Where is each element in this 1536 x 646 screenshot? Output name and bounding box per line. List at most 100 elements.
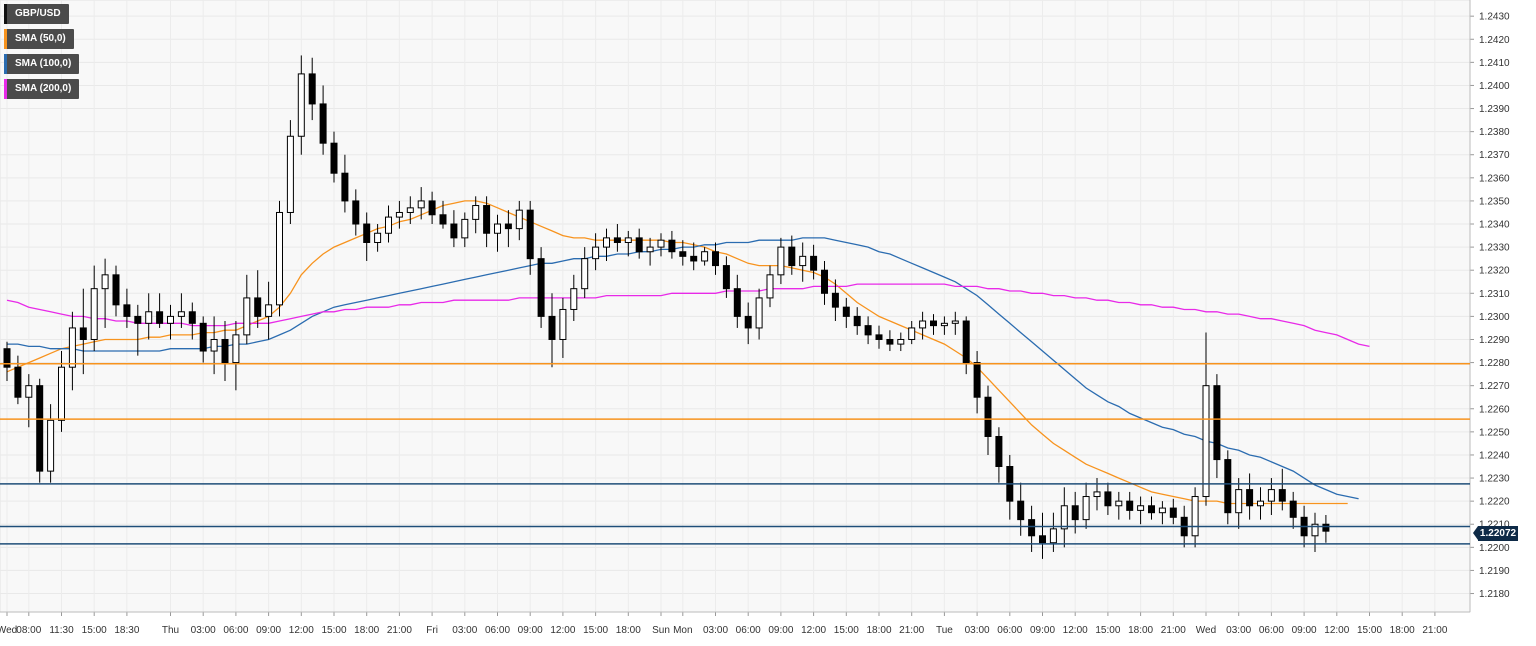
candle[interactable]	[461, 212, 469, 248]
candle[interactable]	[428, 191, 436, 225]
candle[interactable]	[265, 281, 273, 340]
candle[interactable]	[156, 293, 164, 328]
candle[interactable]	[68, 311, 76, 391]
candle[interactable]	[297, 55, 305, 155]
candle[interactable]	[919, 311, 927, 340]
candle[interactable]	[897, 332, 905, 352]
candle[interactable]	[1246, 473, 1254, 520]
candle[interactable]	[864, 316, 872, 345]
candle[interactable]	[58, 351, 65, 432]
candle[interactable]	[603, 228, 610, 261]
candle[interactable]	[221, 321, 229, 382]
candle[interactable]	[1235, 478, 1243, 529]
candle[interactable]	[1104, 482, 1112, 516]
candle[interactable]	[635, 228, 643, 259]
candle[interactable]	[1169, 498, 1177, 525]
candle[interactable]	[853, 307, 861, 335]
candle[interactable]	[1158, 501, 1166, 525]
legend-item-sma-100[interactable]: SMA (100,0)	[4, 54, 80, 74]
candle[interactable]	[908, 321, 916, 345]
candle[interactable]	[940, 316, 948, 335]
candle[interactable]	[167, 304, 174, 340]
candle[interactable]	[821, 260, 828, 305]
candle[interactable]	[624, 230, 632, 257]
candle[interactable]	[79, 288, 87, 375]
candle[interactable]	[799, 242, 807, 282]
candle[interactable]	[101, 258, 109, 328]
candle[interactable]	[47, 404, 55, 483]
candle[interactable]	[755, 288, 763, 340]
candle[interactable]	[243, 274, 251, 345]
candle[interactable]	[417, 187, 425, 220]
candle[interactable]	[701, 247, 709, 266]
candle[interactable]	[352, 189, 360, 236]
candle[interactable]	[494, 214, 501, 252]
candle[interactable]	[1039, 512, 1046, 559]
candle[interactable]	[177, 293, 185, 328]
candle[interactable]	[1115, 491, 1123, 520]
candle[interactable]	[406, 196, 414, 225]
candle[interactable]	[145, 293, 153, 340]
candle[interactable]	[570, 274, 578, 322]
candle[interactable]	[548, 293, 556, 368]
candle[interactable]	[875, 325, 883, 349]
candle[interactable]	[1257, 487, 1264, 520]
candle[interactable]	[1311, 512, 1319, 552]
candle[interactable]	[1322, 515, 1330, 543]
candle[interactable]	[1049, 512, 1057, 552]
candle[interactable]	[123, 288, 131, 328]
candle[interactable]	[450, 210, 458, 248]
candle[interactable]	[232, 321, 240, 391]
candle[interactable]	[330, 131, 338, 183]
legend-item-sma-200[interactable]: SMA (200,0)	[4, 79, 80, 99]
candle[interactable]	[592, 233, 600, 271]
candle[interactable]	[276, 200, 283, 317]
candle[interactable]	[984, 385, 992, 455]
candle[interactable]	[712, 242, 719, 275]
candle[interactable]	[744, 302, 752, 345]
candle[interactable]	[995, 427, 1003, 483]
candle[interactable]	[679, 240, 687, 266]
candle[interactable]	[308, 57, 316, 121]
candle[interactable]	[483, 196, 491, 248]
candle[interactable]	[36, 378, 44, 483]
candle[interactable]	[439, 200, 447, 229]
candle[interactable]	[831, 279, 839, 322]
candle[interactable]	[25, 374, 33, 428]
candle[interactable]	[374, 224, 382, 252]
candle[interactable]	[581, 247, 589, 298]
candle[interactable]	[733, 274, 741, 328]
candle[interactable]	[286, 120, 294, 225]
candle[interactable]	[134, 304, 142, 356]
candle[interactable]	[254, 270, 262, 328]
candle[interactable]	[973, 351, 981, 414]
candle[interactable]	[1060, 487, 1068, 548]
candle[interactable]	[319, 85, 327, 155]
candle[interactable]	[1191, 487, 1199, 548]
candle[interactable]	[1213, 374, 1221, 479]
candle[interactable]	[210, 316, 218, 375]
candle[interactable]	[951, 311, 959, 335]
candle[interactable]	[112, 265, 120, 317]
candle[interactable]	[613, 224, 621, 252]
candle[interactable]	[788, 235, 796, 275]
candle[interactable]	[504, 210, 512, 248]
legend-item-gbpusd[interactable]: GBP/USD	[4, 4, 69, 24]
candle[interactable]	[886, 330, 894, 352]
candle[interactable]	[341, 154, 349, 213]
candle[interactable]	[385, 205, 392, 243]
candle[interactable]	[690, 242, 698, 271]
candle[interactable]	[1278, 468, 1286, 511]
candle[interactable]	[722, 256, 730, 298]
candle[interactable]	[526, 200, 534, 275]
candle[interactable]	[188, 302, 196, 340]
candle[interactable]	[1137, 496, 1145, 525]
candle[interactable]	[962, 316, 970, 375]
candle[interactable]	[559, 297, 567, 358]
candle[interactable]	[810, 244, 818, 280]
candle[interactable]	[1126, 491, 1134, 520]
candle[interactable]	[1082, 482, 1090, 529]
candle[interactable]	[199, 316, 207, 363]
candle[interactable]	[766, 265, 774, 308]
